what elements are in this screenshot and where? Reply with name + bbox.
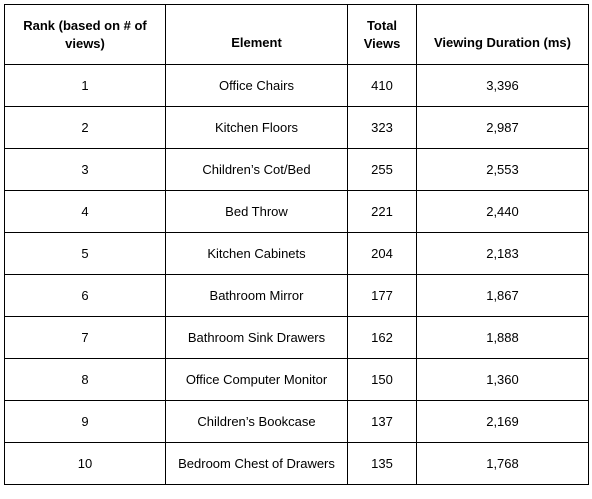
element-cell: Office Chairs bbox=[165, 64, 348, 107]
views-cell: 255 bbox=[347, 148, 417, 191]
duration-cell: 2,169 bbox=[416, 400, 589, 443]
viewing-duration-column-header: Viewing Duration (ms) bbox=[416, 4, 589, 65]
views-cell: 137 bbox=[347, 400, 417, 443]
table-body: 1 Office Chairs 410 3,396 2 Kitchen Floo… bbox=[4, 64, 589, 485]
table-row: 4 Bed Throw 221 2,440 bbox=[4, 190, 589, 233]
duration-cell: 2,440 bbox=[416, 190, 589, 233]
views-cell: 177 bbox=[347, 274, 417, 317]
views-cell: 135 bbox=[347, 442, 417, 485]
element-column-header: Element bbox=[165, 4, 348, 65]
element-cell: Kitchen Cabinets bbox=[165, 232, 348, 275]
table-row: 5 Kitchen Cabinets 204 2,183 bbox=[4, 232, 589, 275]
views-cell: 150 bbox=[347, 358, 417, 401]
rank-column-header: Rank (based on # of views) bbox=[4, 4, 166, 65]
element-cell: Bed Throw bbox=[165, 190, 348, 233]
duration-cell: 2,553 bbox=[416, 148, 589, 191]
rank-cell: 2 bbox=[4, 106, 166, 149]
duration-cell: 1,360 bbox=[416, 358, 589, 401]
table-row: 8 Office Computer Monitor 150 1,360 bbox=[4, 358, 589, 401]
views-cell: 204 bbox=[347, 232, 417, 275]
rank-cell: 1 bbox=[4, 64, 166, 107]
duration-cell: 2,183 bbox=[416, 232, 589, 275]
duration-cell: 2,987 bbox=[416, 106, 589, 149]
element-cell: Bathroom Mirror bbox=[165, 274, 348, 317]
table-row: 2 Kitchen Floors 323 2,987 bbox=[4, 106, 589, 149]
rank-cell: 3 bbox=[4, 148, 166, 191]
table-row: 1 Office Chairs 410 3,396 bbox=[4, 64, 589, 107]
rank-cell: 9 bbox=[4, 400, 166, 443]
rank-cell: 6 bbox=[4, 274, 166, 317]
duration-cell: 1,768 bbox=[416, 442, 589, 485]
ranking-table-container: Rank (based on # of views) Element Total… bbox=[4, 4, 589, 485]
views-cell: 323 bbox=[347, 106, 417, 149]
rank-cell: 10 bbox=[4, 442, 166, 485]
duration-cell: 1,888 bbox=[416, 316, 589, 359]
views-cell: 410 bbox=[347, 64, 417, 107]
element-cell: Kitchen Floors bbox=[165, 106, 348, 149]
table-row: 10 Bedroom Chest of Drawers 135 1,768 bbox=[4, 442, 589, 485]
rank-cell: 8 bbox=[4, 358, 166, 401]
rank-cell: 7 bbox=[4, 316, 166, 359]
duration-cell: 1,867 bbox=[416, 274, 589, 317]
views-cell: 162 bbox=[347, 316, 417, 359]
total-views-column-header: Total Views bbox=[347, 4, 417, 65]
element-cell: Office Computer Monitor bbox=[165, 358, 348, 401]
table-row: 9 Children’s Bookcase 137 2,169 bbox=[4, 400, 589, 443]
views-cell: 221 bbox=[347, 190, 417, 233]
table-row: 3 Children’s Cot/Bed 255 2,553 bbox=[4, 148, 589, 191]
table-row: 7 Bathroom Sink Drawers 162 1,888 bbox=[4, 316, 589, 359]
rank-cell: 5 bbox=[4, 232, 166, 275]
element-views-table: Rank (based on # of views) Element Total… bbox=[4, 4, 589, 485]
table-header-row: Rank (based on # of views) Element Total… bbox=[4, 4, 589, 65]
duration-cell: 3,396 bbox=[416, 64, 589, 107]
element-cell: Children’s Cot/Bed bbox=[165, 148, 348, 191]
element-cell: Bathroom Sink Drawers bbox=[165, 316, 348, 359]
rank-cell: 4 bbox=[4, 190, 166, 233]
table-row: 6 Bathroom Mirror 177 1,867 bbox=[4, 274, 589, 317]
element-cell: Bedroom Chest of Drawers bbox=[165, 442, 348, 485]
element-cell: Children’s Bookcase bbox=[165, 400, 348, 443]
